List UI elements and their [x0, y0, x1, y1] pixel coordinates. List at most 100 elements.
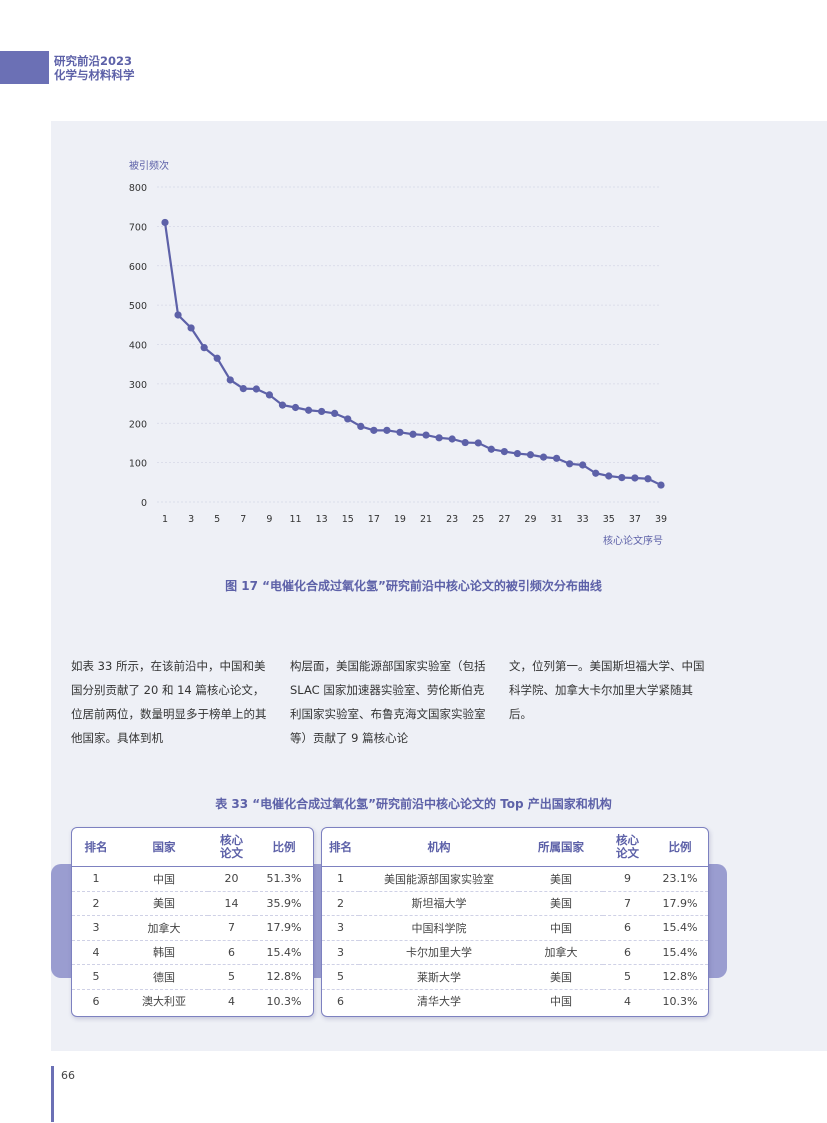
col-header-ratio: 比例 — [255, 828, 313, 867]
papers-cell: 20 — [208, 866, 255, 892]
x-tick-label: 39 — [655, 514, 667, 525]
table-row: 5 德国 5 12.8% — [72, 964, 313, 990]
rank-cell: 3 — [322, 915, 359, 941]
ratio-cell: 10.3% — [266, 994, 302, 1008]
x-tick-label: 33 — [577, 514, 589, 525]
country-table-header: 排名 国家 核心论文 比例 — [72, 828, 313, 867]
country-cell: 美国 — [519, 866, 603, 892]
data-point — [409, 430, 417, 438]
country-table: 排名 国家 核心论文 比例 1 中国 20 51.3% 2 美国 14 35.9% 3 加拿大 7 1… — [72, 828, 313, 1013]
country-cell: 澳大利亚 — [142, 995, 186, 1009]
data-point — [200, 344, 208, 352]
figure-caption: 图 17 “电催化合成过氧化氢”研究前沿中核心论文的被引频次分布曲线 — [225, 579, 602, 593]
table-row: 2 美国 14 35.9% — [72, 891, 313, 916]
x-tick-label: 37 — [629, 514, 641, 525]
data-point — [252, 385, 260, 393]
rank-cell: 3 — [72, 915, 120, 941]
data-point — [487, 445, 495, 453]
data-point — [187, 324, 195, 332]
data-point — [422, 431, 430, 439]
data-point — [304, 406, 313, 414]
y-tick-label: 100 — [129, 459, 147, 470]
y-tick-label: 0 — [141, 498, 147, 509]
ratio-cell: 15.4% — [652, 915, 708, 941]
x-tick-label: 21 — [420, 514, 432, 525]
country-table-box: 排名 国家 核心论文 比例 1 中国 20 51.3% 2 美国 14 35.9% 3 加拿大 7 1… — [71, 827, 314, 1017]
country-cell: 中国 — [550, 995, 572, 1009]
data-point — [383, 426, 391, 434]
country-cell: 加拿大 — [120, 915, 208, 941]
data-point — [370, 426, 378, 434]
papers-cell: 6 — [603, 915, 652, 941]
ratio-cell: 35.9% — [255, 891, 313, 916]
papers-cell: 7 — [208, 915, 255, 941]
rank-cell: 3 — [322, 940, 359, 965]
x-tick-label: 5 — [214, 514, 220, 525]
data-point — [344, 415, 352, 423]
data-point — [592, 469, 600, 477]
header-accent-block — [0, 51, 49, 84]
col-header-country: 国家 — [120, 828, 208, 867]
table-row: 6 澳大利亚 4 10.3% — [72, 989, 313, 1013]
country-cell: 加拿大 — [519, 940, 603, 965]
ratio-cell: 23.1% — [652, 866, 708, 892]
x-tick-label: 3 — [188, 514, 194, 525]
rank-cell: 6 — [92, 994, 100, 1008]
data-point — [657, 481, 665, 489]
col-header-papers: 核心论文 — [603, 828, 652, 867]
country-cell: 德国 — [120, 964, 208, 990]
x-tick-label: 1 — [162, 514, 168, 525]
institution-table-box: 排名 机构 所属国家 核心论文 比例 1 美国能源部国家实验室 美国 9 23.1% 2 斯… — [321, 827, 709, 1017]
x-tick-label: 23 — [446, 514, 458, 525]
rank-cell: 2 — [322, 891, 359, 916]
rank-cell: 5 — [72, 964, 120, 990]
data-point — [239, 385, 247, 393]
papers-cell: 6 — [208, 940, 255, 965]
data-point — [513, 449, 522, 458]
data-point — [605, 472, 613, 480]
table-row: 3 中国科学院 中国 6 15.4% — [322, 915, 708, 941]
x-tick-label: 9 — [266, 514, 272, 525]
data-point — [357, 422, 365, 430]
x-tick-label: 27 — [498, 514, 510, 525]
data-point — [448, 435, 456, 443]
header-line-1: 研究前沿2023 — [54, 54, 133, 68]
table-caption: 表 33 “电催化合成过氧化氢”研究前沿中核心论文的 Top 产出国家和机构 — [215, 797, 612, 811]
body-text-column-2: 构层面，美国能源部国家实验室（包括 SLAC 国家加速器实验室、劳伦斯伯克利国家… — [290, 659, 486, 745]
y-tick-label: 800 — [129, 183, 147, 194]
institution-cell: 美国能源部国家实验室 — [359, 866, 519, 892]
country-cell: 韩国 — [120, 940, 208, 965]
papers-cell: 14 — [208, 891, 255, 916]
rank-cell: 5 — [322, 964, 359, 990]
x-tick-label: 25 — [472, 514, 484, 525]
institution-cell: 中国科学院 — [359, 915, 519, 941]
y-axis-label: 被引频次 — [129, 159, 169, 172]
running-header: 研究前沿2023 化学与材料科学 — [54, 54, 135, 82]
data-point — [174, 311, 182, 319]
country-cell: 美国 — [519, 964, 603, 990]
data-point — [566, 460, 574, 468]
x-tick-label: 11 — [289, 514, 301, 525]
table-row: 6 清华大学 中国 4 10.3% — [322, 989, 708, 1013]
data-point — [618, 473, 626, 482]
ratio-cell: 15.4% — [652, 940, 708, 965]
data-point — [435, 434, 443, 442]
institution-table: 排名 机构 所属国家 核心论文 比例 1 美国能源部国家实验室 美国 9 23.1% 2 斯… — [322, 828, 708, 1013]
rank-cell: 4 — [72, 940, 120, 965]
papers-cell: 4 — [624, 994, 631, 1008]
table-row: 1 中国 20 51.3% — [72, 866, 313, 892]
papers-cell: 9 — [603, 866, 652, 892]
rank-cell: 2 — [72, 891, 120, 916]
data-point — [318, 407, 326, 416]
table-row: 1 美国能源部国家实验室 美国 9 23.1% — [322, 866, 708, 892]
table-row: 4 韩国 6 15.4% — [72, 940, 313, 965]
body-text-column-1: 如表 33 所示，在该前沿中，中国和美国分别贡献了 20 和 14 篇核心论文，… — [71, 659, 267, 745]
data-point — [631, 474, 639, 482]
papers-cell: 4 — [228, 994, 235, 1008]
papers-cell: 7 — [603, 891, 652, 916]
country-cell: 中国 — [519, 915, 603, 941]
data-point — [644, 475, 652, 483]
institution-table-header: 排名 机构 所属国家 核心论文 比例 — [322, 828, 708, 867]
x-tick-label: 29 — [524, 514, 536, 525]
